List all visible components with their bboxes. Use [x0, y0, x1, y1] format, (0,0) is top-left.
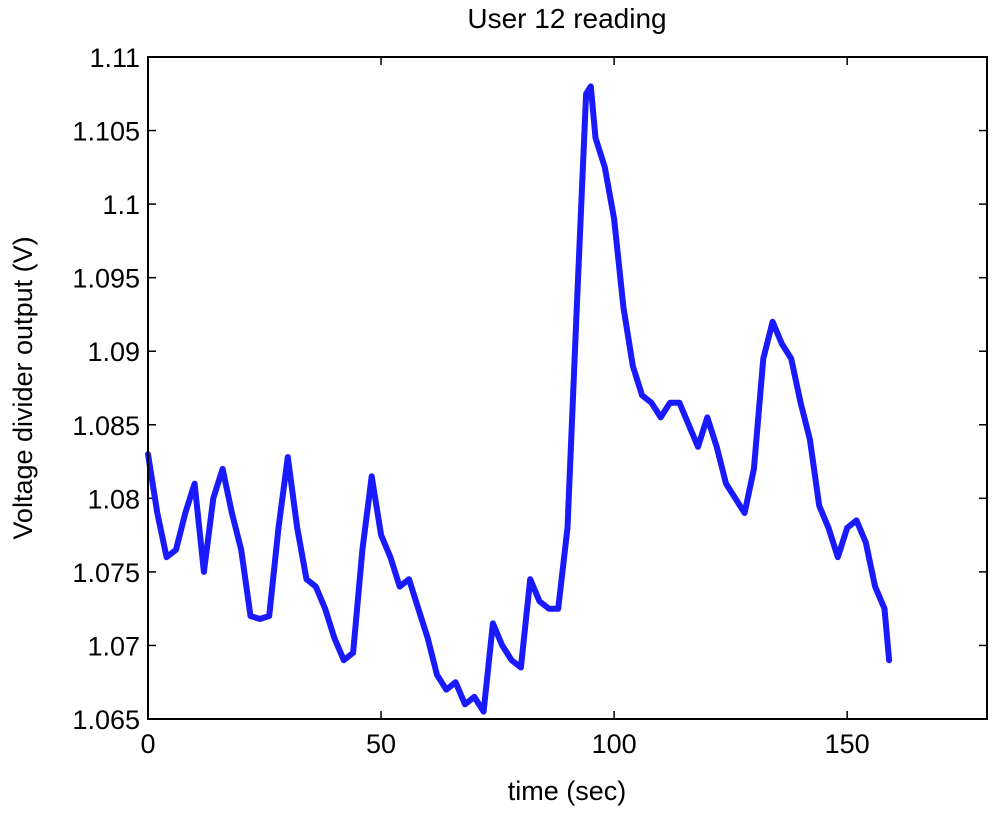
plot-frame — [147, 56, 988, 720]
y-tick-label: 1.105 — [72, 117, 140, 147]
y-tick-label: 1.07 — [87, 631, 140, 661]
x-tick-label: 0 — [140, 729, 155, 759]
y-tick-label: 1.08 — [87, 484, 140, 514]
x-tick-label: 150 — [825, 729, 870, 759]
y-tick-label: 1.1 — [102, 190, 140, 220]
chart-title: User 12 reading — [467, 3, 666, 34]
y-tick-label: 1.065 — [72, 705, 140, 735]
axes: 0 50 100 150 1.065 1.07 1.075 1.08 1.085 1.09 1.09… — [72, 43, 987, 759]
plot-area — [148, 57, 987, 719]
x-tick-label: 100 — [592, 729, 637, 759]
y-tick-label: 1.075 — [72, 558, 140, 588]
series-layer — [145, 83, 893, 715]
y-tick-label: 1.085 — [72, 411, 140, 441]
y-axis-title: Voltage divider output (V) — [8, 236, 38, 539]
y-tick-label: 1.11 — [89, 43, 140, 73]
series-line — [145, 83, 893, 715]
x-axis-title: time (sec) — [508, 776, 627, 806]
y-tick-label: 1.095 — [72, 264, 140, 294]
x-tick-label: 50 — [366, 729, 396, 759]
y-tick-label: 1.09 — [87, 337, 140, 367]
